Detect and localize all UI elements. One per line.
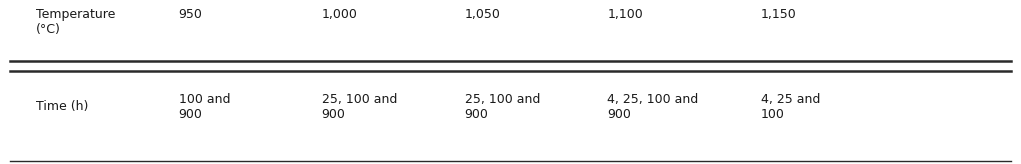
Text: 100 and
900: 100 and 900 (179, 93, 230, 121)
Text: 1,150: 1,150 (761, 8, 796, 21)
Text: 950: 950 (179, 8, 202, 21)
Text: 1,050: 1,050 (465, 8, 500, 21)
Text: 25, 100 and
900: 25, 100 and 900 (322, 93, 397, 121)
Text: 25, 100 and
900: 25, 100 and 900 (465, 93, 540, 121)
Text: 1,100: 1,100 (607, 8, 643, 21)
Text: 4, 25, 100 and
900: 4, 25, 100 and 900 (607, 93, 698, 121)
Text: Time (h): Time (h) (36, 100, 88, 113)
Text: 1,000: 1,000 (322, 8, 357, 21)
Text: Temperature
(°C): Temperature (°C) (36, 8, 115, 36)
Text: 4, 25 and
100: 4, 25 and 100 (761, 93, 820, 121)
